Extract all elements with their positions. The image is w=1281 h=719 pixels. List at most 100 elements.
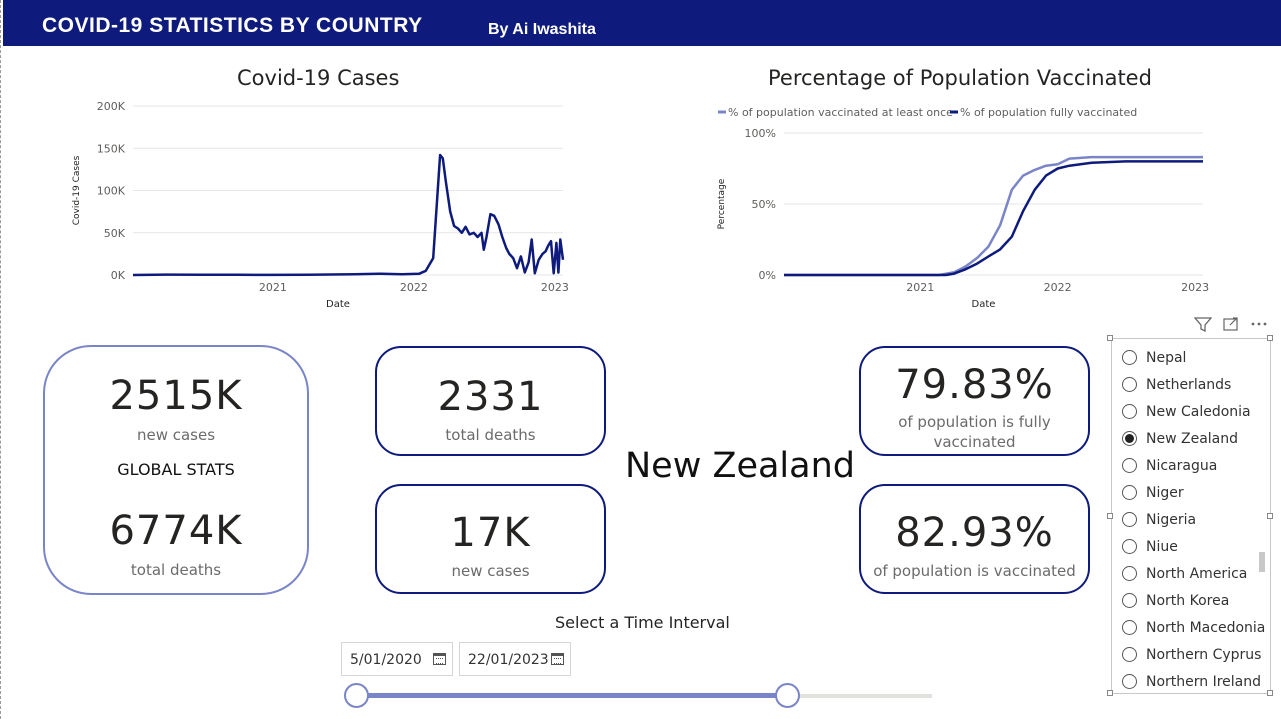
calendar-icon[interactable]: [551, 653, 564, 665]
slicer-item[interactable]: Netherlands: [1122, 371, 1231, 398]
legend-entry: % of population fully vaccinated: [960, 106, 1137, 119]
series-line-2: [784, 160, 1203, 277]
calendar-icon[interactable]: [433, 653, 446, 665]
slicer-item[interactable]: Northern Cyprus: [1122, 641, 1261, 668]
slicer-item[interactable]: Nigeria: [1122, 506, 1196, 533]
x-axis-label: Date: [326, 299, 350, 310]
cases-chart-title: Covid-19 Cases: [237, 66, 400, 90]
slicer-item-label: New Zealand: [1146, 430, 1238, 447]
fully-vaccinated-value: 79.83%: [895, 362, 1054, 408]
slicer-item[interactable]: Niue: [1122, 533, 1178, 560]
x-tick-label: 2021: [259, 281, 287, 294]
new-cases-card: 17K new cases: [375, 484, 606, 594]
radio-button[interactable]: [1122, 647, 1137, 662]
x-tick-label: 2022: [400, 281, 428, 294]
fully-vaccinated-card: 79.83% of population is fully vaccinated: [859, 346, 1090, 456]
legend-entry: % of population vaccinated at least once: [728, 106, 953, 119]
time-interval-label: Select a Time Interval: [555, 613, 730, 632]
slicer-item[interactable]: Niger: [1122, 479, 1184, 506]
slicer-item-label: Northern Ireland: [1146, 673, 1262, 690]
radio-button[interactable]: [1122, 593, 1137, 608]
slicer-item-label: New Caledonia: [1146, 403, 1251, 420]
radio-button[interactable]: [1122, 350, 1137, 365]
start-date-value: 5/01/2020: [350, 652, 422, 668]
y-tick-label: 0K: [111, 269, 126, 282]
cases-chart[interactable]: 0K 50K 100K 150K 200K 2021 2022 2023 Date Covid-1…: [71, 95, 571, 315]
resize-handle-top-right[interactable]: [1267, 335, 1273, 341]
slicer-item-label: Nigeria: [1146, 511, 1197, 528]
date-slider-start-handle[interactable]: [344, 683, 369, 708]
total-deaths-label: total deaths: [445, 426, 536, 444]
selected-country-name: New Zealand: [625, 446, 855, 486]
radio-button[interactable]: [1122, 404, 1137, 419]
end-date-input[interactable]: 22/01/2023: [459, 642, 571, 676]
y-tick-label: 100K: [97, 185, 126, 198]
end-date-value: 22/01/2023: [468, 652, 549, 668]
global-stats-card: 2515K new cases GLOBAL STATS 6774K total…: [43, 345, 309, 595]
radio-button[interactable]: [1122, 512, 1137, 527]
slicer-scrollbar[interactable]: [1259, 552, 1265, 572]
filter-icon[interactable]: [1193, 316, 1213, 334]
global-cases-label: new cases: [136, 426, 216, 444]
radio-button[interactable]: [1122, 431, 1137, 446]
slicer-item-label: Netherlands: [1146, 376, 1232, 393]
y-tick-label: 100%: [745, 127, 776, 140]
start-date-input[interactable]: 5/01/2020: [341, 642, 453, 676]
slicer-item[interactable]: North America: [1122, 560, 1247, 587]
radio-button[interactable]: [1122, 485, 1137, 500]
x-tick-label: 2021: [906, 281, 934, 294]
report-author: By Ai Iwashita: [488, 21, 596, 38]
date-slider-range: [356, 693, 788, 698]
country-slicer[interactable]: Nepal Netherlands New Caledonia New Zealand…: [1111, 338, 1271, 694]
resize-handle-top-left[interactable]: [1107, 335, 1113, 341]
x-axis-label: Date: [972, 299, 996, 310]
y-tick-label: 150K: [97, 142, 126, 155]
slicer-item-label: Niger: [1146, 484, 1184, 501]
date-slider-end-handle[interactable]: [775, 683, 800, 708]
y-tick-label: 0%: [759, 269, 776, 282]
total-deaths-card: 2331 total deaths: [375, 346, 606, 456]
global-deaths-value: 6774K: [109, 508, 243, 554]
radio-button[interactable]: [1122, 458, 1137, 473]
vaccinated-value: 82.93%: [895, 510, 1054, 556]
slicer-item[interactable]: Nicaragua: [1122, 452, 1217, 479]
slicer-item-label: Nepal: [1146, 349, 1187, 366]
slicer-item[interactable]: New Zealand: [1122, 425, 1238, 452]
radio-button[interactable]: [1122, 620, 1137, 635]
report-title: COVID-19 STATISTICS BY COUNTRY: [42, 14, 423, 37]
slicer-item[interactable]: North Macedonia: [1122, 614, 1265, 641]
resize-handle-right[interactable]: [1267, 513, 1273, 519]
radio-button[interactable]: [1122, 539, 1137, 554]
vaccinated-card: 82.93% of population is vaccinated: [859, 484, 1090, 594]
radio-button[interactable]: [1122, 377, 1137, 392]
slicer-item[interactable]: Northern Ireland: [1122, 668, 1262, 693]
global-cases-value: 2515K: [109, 373, 243, 419]
focus-mode-icon[interactable]: [1221, 316, 1241, 334]
more-options-icon[interactable]: [1249, 316, 1269, 334]
new-cases-value: 17K: [450, 510, 531, 556]
slicer-item[interactable]: North Korea: [1122, 587, 1229, 614]
resize-handle-left[interactable]: [1107, 513, 1113, 519]
slicer-item[interactable]: Nepal: [1122, 344, 1186, 371]
vaccination-chart[interactable]: 0% 50% 100% 2021 2022 2023 Date Percentage % of …: [706, 98, 1216, 316]
y-tick-label: 50K: [104, 227, 126, 240]
global-deaths-label: total deaths: [130, 561, 222, 579]
resize-handle-bottom-left[interactable]: [1107, 690, 1113, 696]
series-line-1: [132, 153, 565, 277]
vaccinated-label: of population is vaccinated: [873, 562, 1076, 580]
x-tick-label: 2022: [1044, 281, 1072, 294]
slicer-item[interactable]: New Caledonia: [1122, 398, 1251, 425]
radio-button[interactable]: [1122, 674, 1137, 689]
radio-button[interactable]: [1122, 566, 1137, 581]
fully-vaccinated-label-line2: vaccinated: [933, 433, 1016, 451]
x-tick-label: 2023: [1181, 281, 1209, 294]
slicer-item-label: North Macedonia: [1146, 619, 1266, 636]
y-tick-label: 200K: [97, 100, 126, 113]
resize-handle-bottom-right[interactable]: [1267, 690, 1273, 696]
vaccination-chart-title: Percentage of Population Vaccinated: [768, 66, 1152, 90]
slicer-item-label: North Korea: [1146, 592, 1230, 609]
slicer-item-label: Nicaragua: [1146, 457, 1218, 474]
slicer-item-label: North America: [1146, 565, 1248, 582]
series-line-1: [784, 155, 1203, 277]
